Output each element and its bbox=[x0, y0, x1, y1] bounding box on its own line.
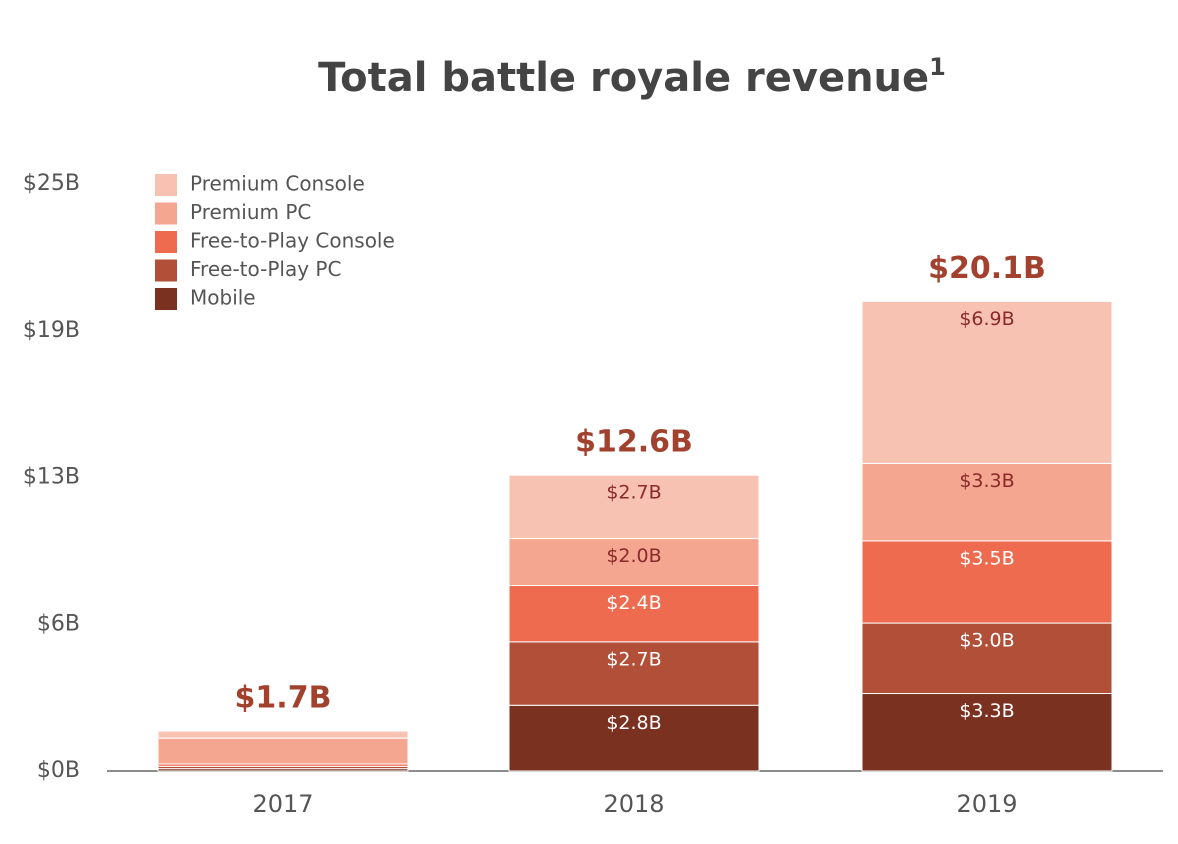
legend-label: Premium PC bbox=[190, 200, 311, 224]
legend-swatch bbox=[155, 288, 177, 310]
legend-swatch bbox=[155, 259, 177, 282]
legend-label: Free-to-Play Console bbox=[190, 229, 395, 253]
total-label: $20.1B bbox=[928, 251, 1046, 286]
bar-segment bbox=[861, 622, 1113, 695]
bar-segment bbox=[157, 730, 409, 739]
y-tick-label: $25B bbox=[23, 171, 80, 196]
x-tick-label: 2018 bbox=[603, 790, 664, 818]
bar-segment bbox=[861, 462, 1113, 542]
y-tick-label: $13B bbox=[23, 465, 80, 490]
total-label: $1.7B bbox=[235, 681, 332, 716]
chart-title: Total battle royale revenue1 bbox=[318, 53, 946, 101]
legend-swatch bbox=[155, 231, 177, 253]
title-note: 1 bbox=[929, 53, 946, 81]
total-label: $12.6B bbox=[575, 425, 693, 460]
value-label: $3.3B bbox=[959, 470, 1014, 492]
legend-label: Free-to-Play PC bbox=[190, 257, 341, 281]
bar-segment bbox=[861, 540, 1113, 624]
legend-swatch bbox=[155, 202, 177, 225]
bar-segment bbox=[508, 704, 760, 772]
value-label: $6.9B bbox=[959, 308, 1014, 330]
value-label: $2.0B bbox=[606, 545, 661, 567]
bar-segment bbox=[508, 585, 760, 643]
value-label: $3.5B bbox=[959, 547, 1014, 569]
bar-segment bbox=[861, 693, 1113, 772]
value-label: $2.7B bbox=[606, 482, 661, 504]
value-label: $3.0B bbox=[959, 630, 1014, 652]
value-label: $2.4B bbox=[606, 592, 661, 614]
value-label: $2.7B bbox=[606, 648, 661, 670]
bar-segment bbox=[861, 300, 1113, 464]
y-tick-label: $0B bbox=[37, 758, 80, 783]
legend-label: Premium Console bbox=[190, 172, 365, 196]
x-tick-label: 2017 bbox=[252, 790, 313, 818]
value-label: $3.3B bbox=[959, 700, 1014, 722]
bar-segment bbox=[508, 474, 760, 540]
x-tick-label: 2019 bbox=[956, 790, 1017, 818]
legend-swatch bbox=[155, 174, 177, 196]
bar-segment bbox=[157, 737, 409, 765]
value-label: $2.8B bbox=[606, 712, 661, 734]
y-tick-label: $6B bbox=[37, 611, 80, 636]
legend-label: Mobile bbox=[190, 286, 256, 310]
y-tick-label: $19B bbox=[23, 318, 80, 343]
title-text: Total battle royale revenue bbox=[318, 55, 929, 101]
bar-segment bbox=[508, 641, 760, 706]
